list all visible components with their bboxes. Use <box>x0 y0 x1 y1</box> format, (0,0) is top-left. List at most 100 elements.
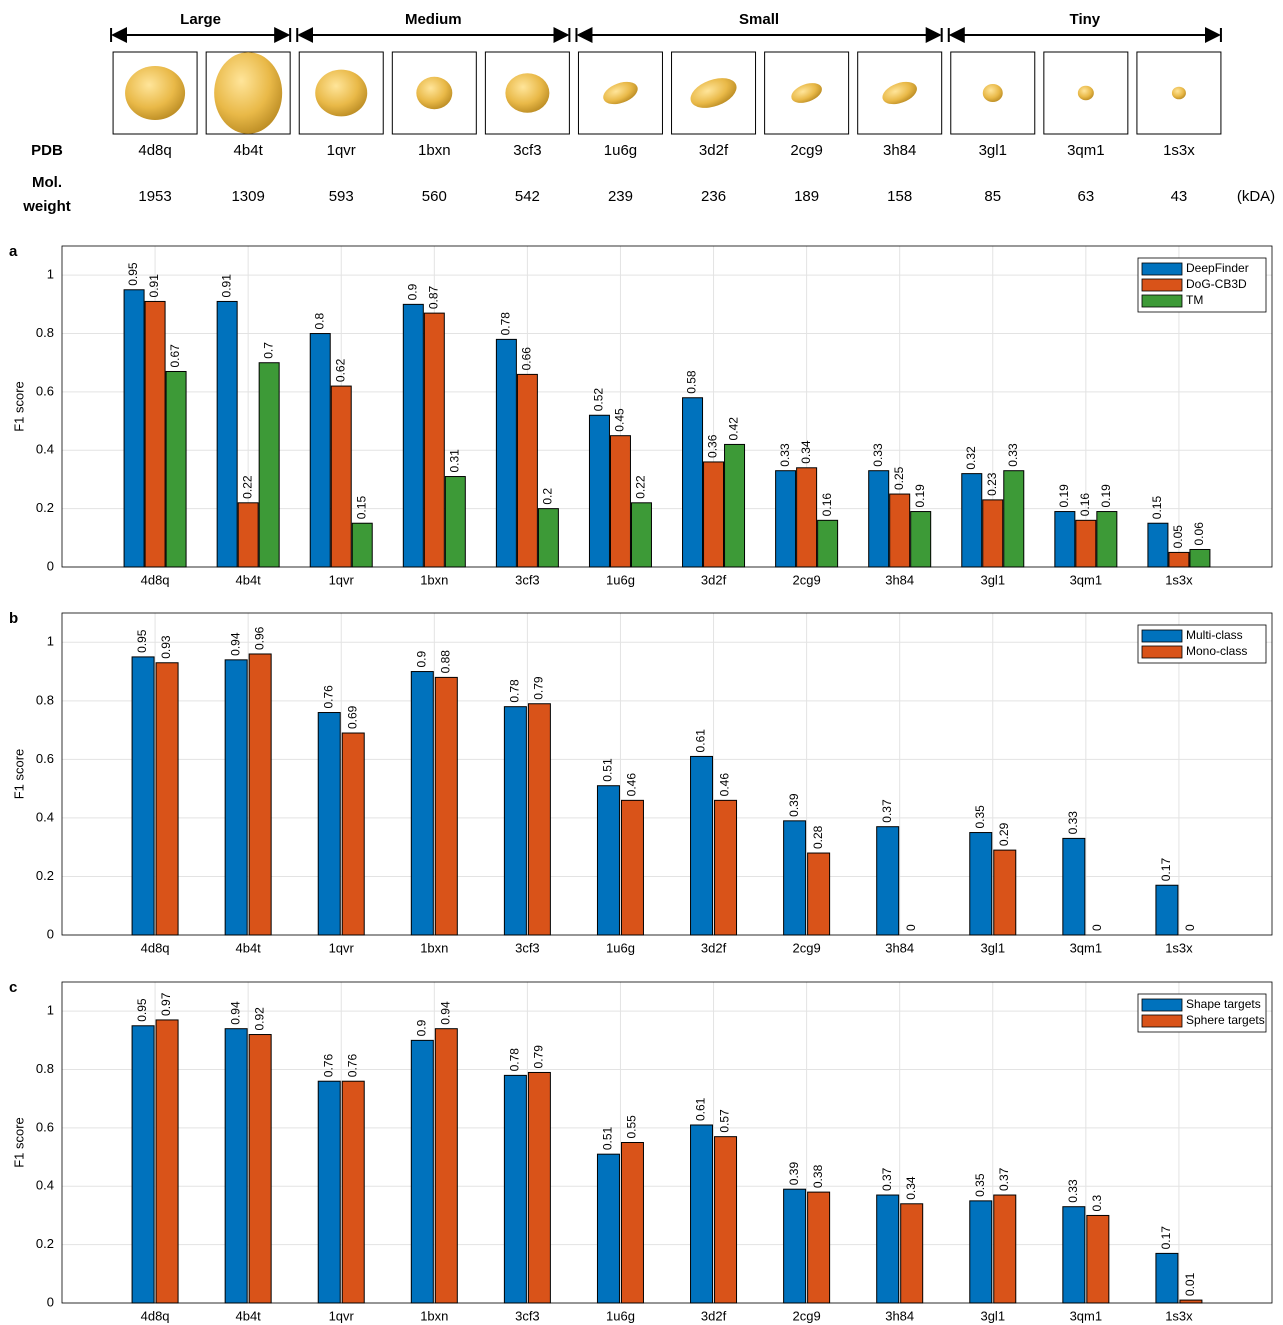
structure-image <box>315 69 368 117</box>
x-tick-label: 1u6g <box>606 940 635 955</box>
x-tick-label: 3cf3 <box>515 572 540 587</box>
pdb-id: 2cg9 <box>790 142 823 159</box>
y-tick-label: 0 <box>47 1294 54 1309</box>
bar <box>434 1028 458 1304</box>
value-label: 0.97 <box>159 992 173 1016</box>
y-tick-label: 0.6 <box>36 1119 54 1134</box>
x-tick-label: 4b4t <box>235 1308 261 1323</box>
value-label: 0.78 <box>499 312 513 336</box>
pdb-id: 4b4t <box>234 142 264 159</box>
x-tick-label: 1bxn <box>420 1308 448 1323</box>
value-label: 0.57 <box>718 1109 732 1133</box>
bar <box>682 397 704 568</box>
value-label: 0.66 <box>520 347 534 371</box>
value-label: 0.46 <box>625 773 639 797</box>
x-tick-label: 3qm1 <box>1070 940 1103 955</box>
mw-label: weight <box>22 198 71 215</box>
bar <box>216 300 238 568</box>
mol-weight: 158 <box>887 188 912 205</box>
bar <box>224 659 248 936</box>
x-tick-label: 3h84 <box>885 1308 914 1323</box>
x-tick-label: 4b4t <box>235 572 261 587</box>
value-label: 0.46 <box>718 773 732 797</box>
value-label: 0.95 <box>126 262 140 286</box>
y-axis-label: F1 score <box>11 1117 26 1168</box>
y-tick-label: 0.6 <box>36 383 54 398</box>
x-tick-label: 3h84 <box>885 940 914 955</box>
value-label: 0.35 <box>973 805 987 829</box>
size-class-label: Medium <box>405 11 462 28</box>
bar <box>783 1188 807 1304</box>
bar <box>807 852 831 936</box>
value-label: 0.94 <box>228 1001 242 1025</box>
structure-image <box>1171 86 1186 100</box>
legend-label: DoG-CB3D <box>1186 277 1247 291</box>
x-tick-label: 3gl1 <box>980 1308 1005 1323</box>
bar <box>317 712 341 936</box>
value-label: 0.76 <box>321 1054 335 1078</box>
value-label: 0.78 <box>508 679 522 703</box>
legend-label: Mono-class <box>1186 644 1247 658</box>
value-label: 0.33 <box>1006 443 1020 467</box>
bar <box>876 826 900 936</box>
value-label: 0.39 <box>787 1162 801 1186</box>
x-tick-label: 1bxn <box>420 940 448 955</box>
bar <box>596 785 620 936</box>
value-label: 0.28 <box>811 825 825 849</box>
bar <box>1179 1299 1203 1304</box>
value-label: 0.05 <box>1171 525 1185 549</box>
bar <box>248 1034 272 1304</box>
value-label: 0.38 <box>811 1164 825 1188</box>
value-label: 0.79 <box>532 676 546 700</box>
bar <box>1062 1206 1086 1304</box>
value-label: 0.7 <box>261 342 275 359</box>
value-label: 0.69 <box>345 705 359 729</box>
value-label: 0.92 <box>252 1007 266 1031</box>
x-tick-label: 1u6g <box>606 572 635 587</box>
x-tick-label: 3qm1 <box>1070 1308 1103 1323</box>
value-label: 0.17 <box>1159 1226 1173 1250</box>
x-tick-label: 1u6g <box>606 1308 635 1323</box>
bar <box>620 1142 644 1304</box>
value-label: 0.15 <box>1150 496 1164 520</box>
value-label: 0.8 <box>312 313 326 330</box>
bar <box>237 502 259 568</box>
bar <box>1062 837 1086 936</box>
bar <box>876 1194 900 1304</box>
y-tick-label: 0.4 <box>36 809 54 824</box>
value-label: 0.2 <box>541 488 555 505</box>
bar <box>123 289 145 568</box>
value-label: 0.76 <box>345 1054 359 1078</box>
mol-weight: 43 <box>1171 188 1188 205</box>
value-label: 0 <box>904 924 918 931</box>
structure-image <box>882 81 917 105</box>
bar <box>537 508 559 568</box>
x-tick-label: 3h84 <box>885 572 914 587</box>
value-label: 0.16 <box>1078 493 1092 517</box>
value-label: 0.51 <box>601 1126 615 1150</box>
size-class-label: Small <box>739 11 779 28</box>
x-tick-label: 3gl1 <box>980 940 1005 955</box>
bar <box>982 499 1004 568</box>
structure-image <box>214 52 283 134</box>
bar <box>155 662 179 936</box>
bar <box>588 414 610 568</box>
bar <box>969 832 993 936</box>
value-label: 0.36 <box>706 434 720 458</box>
panel-label: a <box>9 243 18 260</box>
bar <box>889 493 911 568</box>
value-label: 0.93 <box>159 635 173 659</box>
bar <box>714 1136 738 1304</box>
bar <box>1155 1252 1179 1304</box>
y-tick-label: 0.8 <box>36 1061 54 1076</box>
x-tick-label: 4b4t <box>235 940 261 955</box>
bar <box>796 467 818 568</box>
legend-swatch <box>1141 645 1183 659</box>
bar <box>341 1080 365 1304</box>
value-label: 0.34 <box>799 440 813 464</box>
value-label: 0.95 <box>135 629 149 653</box>
axes-box <box>61 981 1273 1304</box>
value-label: 0.33 <box>871 443 885 467</box>
value-label: 0.45 <box>613 408 627 432</box>
axes-box <box>61 612 1273 936</box>
